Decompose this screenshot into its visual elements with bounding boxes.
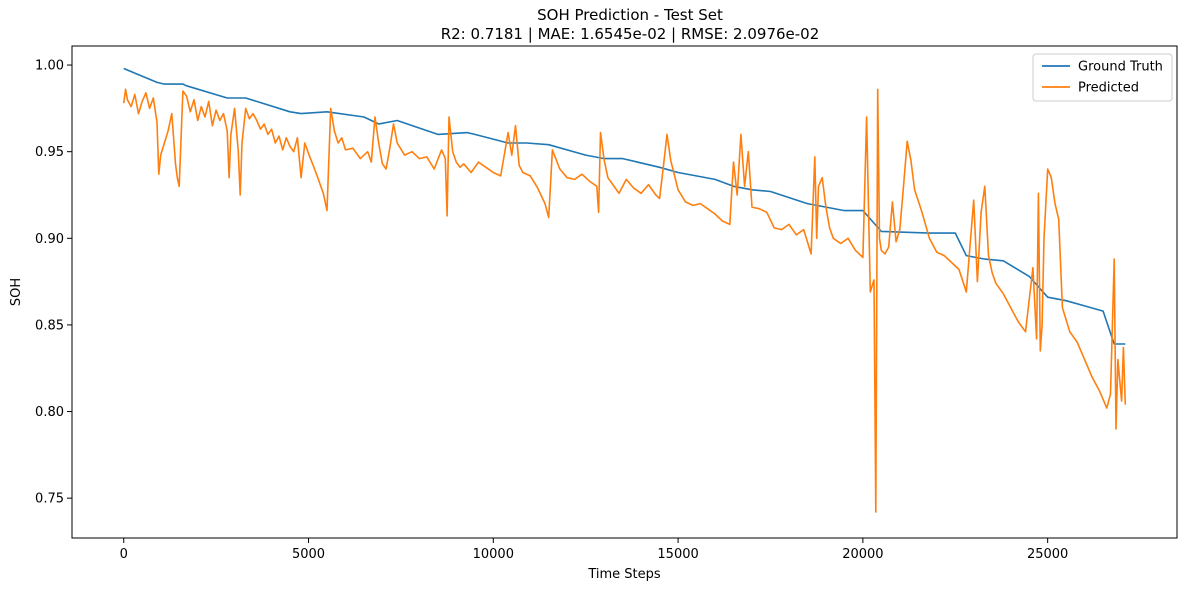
x-tick-label: 25000 (1027, 547, 1068, 562)
x-tick-label: 10000 (473, 547, 514, 562)
axes-frame (71, 45, 1178, 539)
chart-subtitle: R2: 0.7181 | MAE: 1.6545e-02 | RMSE: 2.0… (441, 25, 820, 43)
y-tick-label: 0.75 (35, 492, 64, 507)
legend-label-predicted: Predicted (1078, 81, 1139, 96)
y-tick-label: 0.90 (35, 232, 64, 247)
x-axis: 0 5000 10000 15000 20000 25000 (120, 538, 1068, 562)
x-tick-label: 20000 (842, 547, 883, 562)
x-axis-label: Time Steps (587, 567, 661, 582)
x-tick-label: 5000 (292, 547, 325, 562)
x-tick-label: 0 (120, 547, 128, 562)
legend-label-ground-truth: Ground Truth (1078, 60, 1163, 75)
y-tick-label: 1.00 (35, 59, 64, 74)
y-axis: 0.75 0.80 0.85 0.90 0.95 1.00 (35, 59, 72, 507)
legend: Ground Truth Predicted (1032, 53, 1173, 102)
x-tick-label: 15000 (657, 547, 698, 562)
y-tick-label: 0.80 (35, 405, 64, 420)
y-tick-label: 0.95 (35, 145, 64, 160)
series-line-predicted (122, 88, 1127, 513)
chart-title: SOH Prediction - Test Set (537, 6, 723, 24)
plot-area (122, 67, 1127, 513)
y-tick-label: 0.85 (35, 318, 64, 333)
y-axis-label: SOH (9, 278, 24, 306)
series-line-ground-truth (123, 67, 1126, 345)
